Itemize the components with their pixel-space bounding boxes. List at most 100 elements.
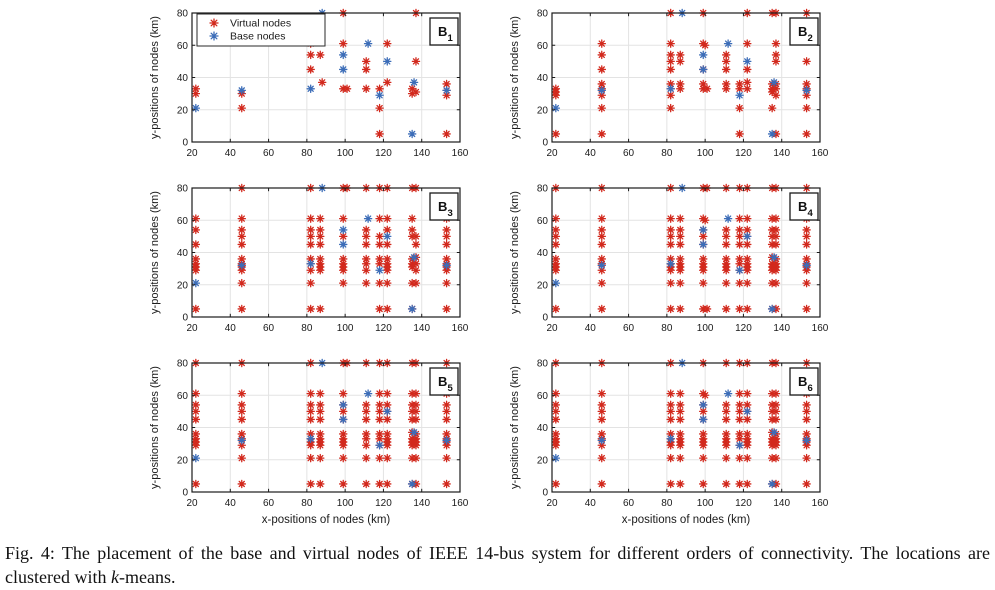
virtual-node-marker — [676, 453, 685, 463]
virtual-node-marker — [802, 254, 811, 264]
virtual-node-marker — [735, 240, 744, 249]
base-node-marker — [769, 78, 779, 87]
virtual-node-marker — [306, 415, 315, 424]
y-tick-label: 20 — [537, 105, 549, 116]
base-node-marker — [306, 434, 315, 444]
virtual-node-marker — [676, 232, 685, 241]
virtual-node-marker — [551, 415, 561, 424]
virtual-node-marker — [597, 389, 607, 398]
base-node-marker — [363, 214, 373, 223]
virtual-node-marker — [666, 65, 675, 74]
virtual-node-marker — [802, 479, 811, 489]
base-node-marker — [383, 407, 392, 416]
virtual-node-marker — [551, 407, 561, 416]
virtual-node-marker — [407, 84, 417, 94]
virtual-node-marker — [743, 415, 752, 424]
virtual-node-marker — [802, 232, 811, 241]
x-tick-label: 120 — [735, 323, 752, 334]
virtual-node-marker — [383, 214, 392, 223]
base-node-marker — [237, 436, 247, 445]
panel-label-subscript: 1 — [448, 33, 454, 44]
virtual-node-marker — [676, 429, 685, 439]
virtual-node-marker — [191, 84, 201, 94]
virtual-node-marker — [383, 429, 392, 439]
virtual-node-marker — [676, 214, 685, 223]
virtual-node-marker — [597, 50, 607, 60]
virtual-node-marker — [597, 79, 607, 89]
base-node-marker — [375, 265, 384, 275]
virtual-node-marker — [383, 440, 392, 450]
virtual-node-marker — [338, 254, 348, 264]
y-tick-label: 0 — [542, 138, 548, 149]
y-axis-label: y-positions of nodes (km) — [509, 16, 521, 139]
y-tick-label: 60 — [177, 216, 189, 227]
virtual-node-marker — [411, 440, 421, 450]
virtual-node-marker — [702, 304, 712, 314]
virtual-node-marker — [743, 479, 752, 489]
virtual-node-marker — [721, 254, 731, 264]
x-tick-label: 20 — [186, 323, 198, 334]
base-node-marker — [735, 440, 744, 450]
virtual-node-marker — [721, 429, 731, 439]
virtual-node-marker — [767, 103, 777, 113]
virtual-node-marker — [411, 265, 421, 275]
virtual-node-marker — [407, 89, 417, 98]
virtual-node-marker — [721, 400, 731, 410]
panel-label-box — [789, 192, 819, 221]
virtual-node-marker — [375, 479, 384, 489]
panel-label-box — [429, 17, 459, 46]
virtual-node-marker — [306, 240, 315, 249]
panel-label: B — [438, 374, 447, 389]
virtual-node-marker — [698, 79, 708, 89]
virtual-node-marker — [317, 78, 327, 87]
virtual-node-marker — [771, 90, 781, 100]
x-tick-label: 80 — [661, 148, 673, 159]
virtual-node-marker — [666, 415, 675, 424]
virtual-node-marker — [676, 389, 685, 398]
virtual-node-marker — [743, 39, 752, 48]
caption-suffix: -means. — [118, 567, 176, 588]
virtual-node-marker — [721, 232, 731, 241]
base-node-marker — [237, 261, 247, 270]
virtual-node-marker — [743, 440, 752, 450]
virtual-node-marker — [316, 429, 325, 439]
virtual-node-marker — [735, 225, 744, 235]
virtual-node-marker — [361, 400, 371, 410]
virtual-node-marker — [237, 240, 247, 249]
base-node-marker — [767, 304, 777, 314]
virtual-node-marker — [698, 265, 708, 275]
virtual-node-marker — [771, 389, 781, 398]
virtual-node-marker — [191, 265, 201, 275]
virtual-node-marker — [666, 225, 675, 235]
virtual-node-marker — [338, 453, 348, 463]
virtual-node-marker — [802, 407, 811, 416]
x-tick-label: 100 — [697, 148, 714, 159]
virtual-node-marker — [383, 415, 392, 424]
virtual-node-marker — [442, 254, 451, 264]
virtual-node-marker — [306, 50, 315, 60]
y-tick-label: 0 — [542, 488, 548, 499]
virtual-node-marker — [721, 440, 731, 450]
virtual-node-marker — [306, 265, 315, 275]
virtual-node-marker — [597, 429, 607, 439]
virtual-node-marker — [666, 407, 675, 416]
virtual-node-marker — [316, 254, 325, 264]
x-tick-label: 140 — [773, 498, 790, 509]
virtual-node-marker — [676, 84, 685, 94]
virtual-node-marker — [735, 254, 744, 264]
virtual-node-marker — [407, 214, 417, 223]
base-node-marker — [735, 90, 744, 100]
x-tick-label: 120 — [735, 498, 752, 509]
base-node-marker — [666, 434, 675, 444]
virtual-node-marker — [338, 278, 348, 288]
virtual-node-marker — [743, 214, 752, 223]
virtual-node-marker — [676, 278, 685, 288]
base-node-marker — [338, 225, 348, 235]
base-node-marker — [407, 129, 417, 139]
virtual-node-marker — [802, 415, 811, 424]
virtual-node-marker — [676, 50, 685, 60]
x-tick-label: 120 — [375, 498, 392, 509]
virtual-node-marker — [802, 429, 811, 439]
virtual-node-marker — [375, 429, 384, 439]
